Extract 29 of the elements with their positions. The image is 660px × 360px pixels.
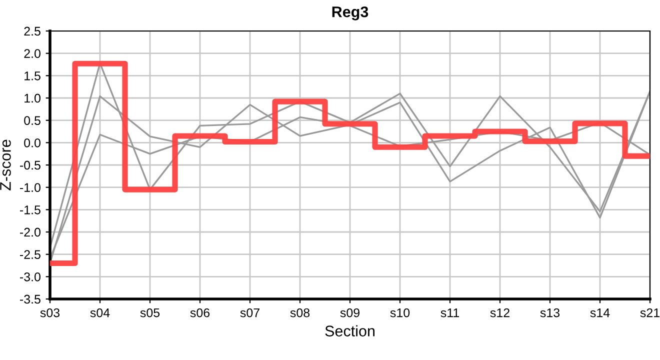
y-axis-title: Z-score bbox=[0, 140, 11, 190]
x-tick-label: s04 bbox=[90, 308, 110, 318]
x-tick-label: s08 bbox=[290, 308, 310, 318]
x-tick-label: s06 bbox=[190, 308, 210, 318]
x-tick-label: s13 bbox=[540, 308, 560, 318]
y-tick-label: 2.5 bbox=[24, 26, 40, 36]
y-tick-label: -2.0 bbox=[20, 228, 40, 237]
y-tick-label: -1.0 bbox=[20, 183, 40, 192]
y-tick-label: -2.5 bbox=[20, 250, 40, 259]
y-tick-label: -1.5 bbox=[20, 206, 40, 214]
x-tick-label: s11 bbox=[440, 308, 460, 318]
x-tick-label: s12 bbox=[490, 308, 510, 318]
x-tick-label: s14 bbox=[590, 308, 610, 318]
x-axis-title: Section bbox=[325, 325, 374, 336]
y-tick-label: 1.5 bbox=[24, 72, 40, 80]
chart-title: Reg3 bbox=[332, 6, 368, 20]
y-tick-label: 1.0 bbox=[24, 94, 40, 103]
x-tick-label: s09 bbox=[340, 308, 360, 318]
x-tick-label: s21 bbox=[640, 308, 660, 318]
y-tick-label: -3.0 bbox=[20, 272, 40, 282]
y-tick-label: 0.5 bbox=[24, 116, 40, 125]
y-tick-label: -3.5 bbox=[20, 294, 40, 304]
y-tick-label: -0.5 bbox=[20, 160, 40, 170]
x-tick-label: s03 bbox=[40, 308, 60, 318]
y-tick-label: 2.0 bbox=[24, 49, 40, 58]
x-tick-label: s05 bbox=[140, 308, 160, 318]
x-tick-label: s07 bbox=[240, 308, 260, 318]
y-tick-label: 0.0 bbox=[24, 138, 40, 148]
x-tick-label: s10 bbox=[390, 308, 410, 318]
